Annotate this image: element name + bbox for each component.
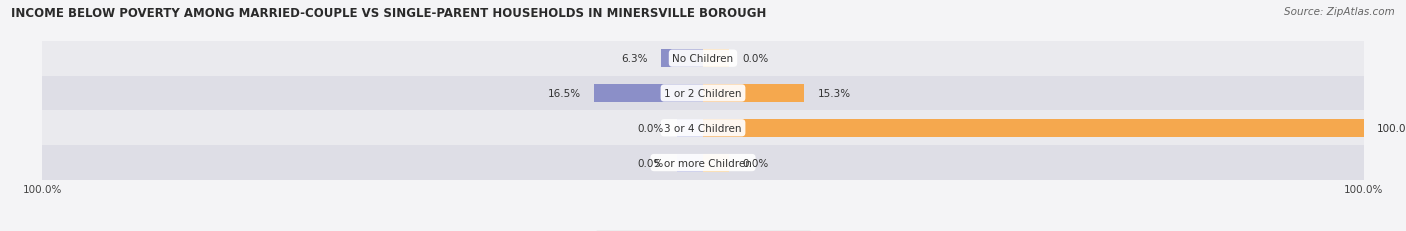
Text: 100.0%: 100.0% — [1376, 123, 1406, 133]
Bar — [676, 154, 703, 172]
Bar — [703, 154, 730, 172]
Text: INCOME BELOW POVERTY AMONG MARRIED-COUPLE VS SINGLE-PARENT HOUSEHOLDS IN MINERSV: INCOME BELOW POVERTY AMONG MARRIED-COUPL… — [11, 7, 766, 20]
Bar — [42, 146, 1364, 180]
Text: 0.0%: 0.0% — [742, 54, 769, 64]
Text: 0.0%: 0.0% — [742, 158, 769, 168]
Text: 5 or more Children: 5 or more Children — [654, 158, 752, 168]
Bar — [42, 76, 1364, 111]
Bar — [42, 111, 1364, 146]
Text: 1 or 2 Children: 1 or 2 Children — [664, 88, 742, 99]
Bar — [593, 85, 703, 103]
Bar — [703, 85, 804, 103]
Text: Source: ZipAtlas.com: Source: ZipAtlas.com — [1284, 7, 1395, 17]
Text: 6.3%: 6.3% — [621, 54, 648, 64]
Bar — [703, 119, 1364, 137]
Text: 15.3%: 15.3% — [817, 88, 851, 99]
Text: 3 or 4 Children: 3 or 4 Children — [664, 123, 742, 133]
Bar — [703, 50, 730, 68]
Text: No Children: No Children — [672, 54, 734, 64]
Bar — [676, 119, 703, 137]
Text: 0.0%: 0.0% — [637, 158, 664, 168]
Text: 0.0%: 0.0% — [637, 123, 664, 133]
Text: 16.5%: 16.5% — [547, 88, 581, 99]
Bar — [661, 50, 703, 68]
Bar — [42, 42, 1364, 76]
